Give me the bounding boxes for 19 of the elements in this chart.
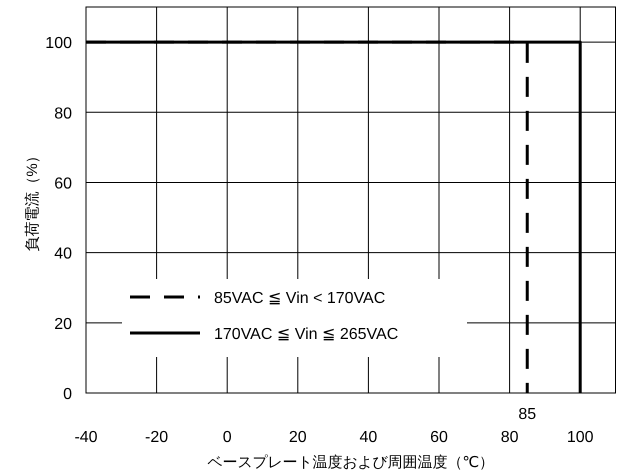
y-tick-label: 20 <box>54 316 72 333</box>
y-tick-label: 40 <box>54 246 72 263</box>
x-tick-label: 100 <box>566 429 594 446</box>
x-tick-label: 40 <box>360 429 378 446</box>
x-axis-title: ベースプレート温度および周囲温度（℃） <box>207 454 494 471</box>
x-tick-label: 80 <box>500 429 519 446</box>
x-tick-label: -40 <box>74 429 98 446</box>
y-tick-label: 80 <box>54 105 72 122</box>
x-tick-label: 20 <box>288 429 307 446</box>
y-tick-label: 60 <box>54 175 72 192</box>
legend-label: 170VAC ≦ Vin ≦ 265VAC <box>214 326 398 343</box>
x-tick-label: 60 <box>430 429 448 446</box>
y-tick-label: 100 <box>45 35 72 52</box>
y-axis-title: 負荷電流（%） <box>24 148 41 252</box>
x-tick-label: 0 <box>222 429 232 446</box>
y-tick-label: 0 <box>63 386 72 403</box>
x-tick-label: -20 <box>145 429 168 446</box>
legend-label: 85VAC ≦ Vin < 170VAC <box>214 290 386 307</box>
annotation: 85 <box>518 406 536 423</box>
